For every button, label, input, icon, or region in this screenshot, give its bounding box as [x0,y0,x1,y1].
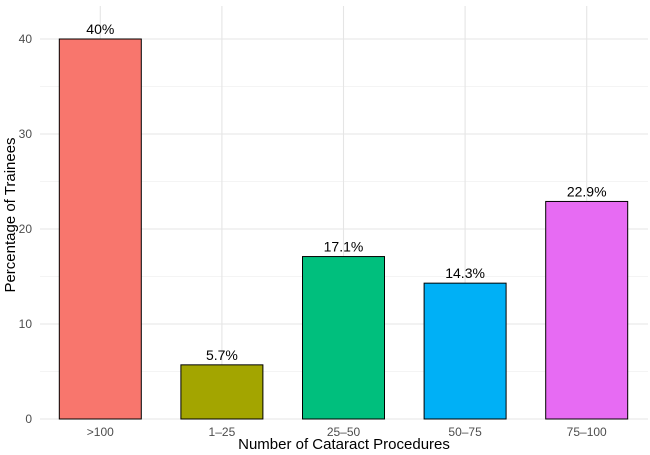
y-tick-label: 30 [19,127,33,141]
bar-5 [545,200,629,420]
bar-3 [302,256,385,420]
y-tick-label: 40 [19,32,33,46]
x-axis-ticks: >100 1–25 25–50 50–75 75–100 [87,425,607,439]
y-tick-label: 0 [25,412,32,426]
x-tick-label: 75–100 [567,425,607,439]
data-labels: 40% 5.7% 17.1% 14.3% 22.9% [86,21,606,363]
bar-data-label: 22.9% [567,183,607,199]
x-axis-title: Number of Cataract Procedures [238,436,450,453]
bar-data-label: 5.7% [206,347,238,363]
x-tick-label: 25–50 [327,425,361,439]
bar-4 [423,282,507,420]
bars [58,38,629,420]
bar-2 [180,364,264,420]
y-tick-label: 10 [19,317,33,331]
y-tick-label: 20 [19,222,33,236]
bar-data-label: 17.1% [324,239,364,255]
bar-1 [58,38,142,420]
y-axis-ticks: 0 10 20 30 40 [19,32,33,426]
x-tick-label: 1–25 [209,425,236,439]
x-tick-label: >100 [87,425,114,439]
bar-data-label: 40% [86,21,114,37]
x-tick-label: 50–75 [448,425,482,439]
bar-data-label: 14.3% [445,265,485,281]
y-axis-title: Percentage of Trainees [2,137,19,292]
